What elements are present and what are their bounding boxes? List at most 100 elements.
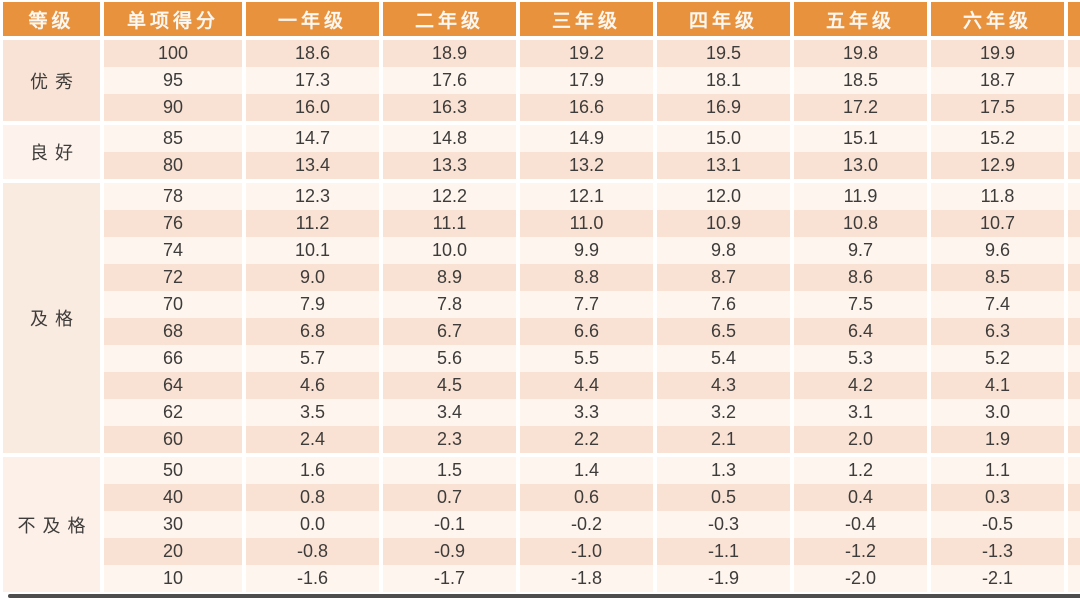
value-cell: 9.0 — [246, 264, 379, 291]
value-cell: 2.1 — [657, 426, 790, 453]
value-cell: 3.3 — [520, 399, 653, 426]
value-cell: 11.8 — [931, 183, 1064, 210]
grade-group-label: 优秀 — [3, 40, 100, 121]
grade-group-0: 优秀 100 18.6 18.9 19.2 19.5 19.8 19.9 95 17.3 17.6 1… — [3, 40, 1080, 121]
value-cell: 4.6 — [246, 372, 379, 399]
grade-group-label: 良好 — [3, 125, 100, 179]
grade-group-3: 不及格 50 1.6 1.5 1.4 1.3 1.2 1.1 40 0.8 0.7 0.6 0.5 0.4… — [3, 457, 1080, 592]
value-cell: 2.2 — [520, 426, 653, 453]
value-cell: -2.0 — [794, 565, 927, 592]
score-cell: 90 — [104, 94, 242, 121]
value-cell: 1.5 — [383, 457, 516, 484]
value-cell: -0.1 — [383, 511, 516, 538]
row-sliver — [1068, 183, 1080, 210]
score-cell: 95 — [104, 67, 242, 94]
column-header-g3: 三年级 — [520, 2, 653, 36]
value-cell: 14.9 — [520, 125, 653, 152]
row-sliver — [1068, 565, 1080, 592]
row-sliver — [1068, 345, 1080, 372]
value-cell: 12.2 — [383, 183, 516, 210]
row-sliver — [1068, 264, 1080, 291]
value-cell: 4.5 — [383, 372, 516, 399]
value-cell: 13.0 — [794, 152, 927, 179]
value-cell: 10.7 — [931, 210, 1064, 237]
value-cell: -0.8 — [246, 538, 379, 565]
value-cell: 8.5 — [931, 264, 1064, 291]
value-cell: -0.2 — [520, 511, 653, 538]
column-header-g4: 四年级 — [657, 2, 790, 36]
value-cell: -0.5 — [931, 511, 1064, 538]
column-header-g6: 六年级 — [931, 2, 1064, 36]
value-cell: -2.1 — [931, 565, 1064, 592]
value-cell: 18.5 — [794, 67, 927, 94]
score-cell: 60 — [104, 426, 242, 453]
score-cell: 85 — [104, 125, 242, 152]
value-cell: 16.6 — [520, 94, 653, 121]
value-cell: 1.2 — [794, 457, 927, 484]
value-cell: 1.9 — [931, 426, 1064, 453]
value-cell: 7.6 — [657, 291, 790, 318]
value-cell: 13.2 — [520, 152, 653, 179]
value-cell: 5.6 — [383, 345, 516, 372]
value-cell: 6.7 — [383, 318, 516, 345]
value-cell: -1.0 — [520, 538, 653, 565]
score-cell: 76 — [104, 210, 242, 237]
value-cell: -1.6 — [246, 565, 379, 592]
value-cell: 13.4 — [246, 152, 379, 179]
value-cell: 12.9 — [931, 152, 1064, 179]
value-cell: 5.3 — [794, 345, 927, 372]
value-cell: 0.5 — [657, 484, 790, 511]
value-cell: 6.5 — [657, 318, 790, 345]
column-header-grade: 等级 — [3, 2, 100, 36]
score-cell: 20 — [104, 538, 242, 565]
score-cell: 10 — [104, 565, 242, 592]
score-cell: 80 — [104, 152, 242, 179]
value-cell: 19.5 — [657, 40, 790, 67]
value-cell: 17.5 — [931, 94, 1064, 121]
row-sliver — [1068, 67, 1080, 94]
score-table: 等级 单项得分 一年级 二年级 三年级 四年级 五年级 六年级 优秀 100 18.6 18.9 19.… — [3, 2, 1080, 596]
value-cell: 5.7 — [246, 345, 379, 372]
value-cell: 10.9 — [657, 210, 790, 237]
value-cell: 2.0 — [794, 426, 927, 453]
value-cell: 19.9 — [931, 40, 1064, 67]
value-cell: -1.3 — [931, 538, 1064, 565]
column-header-score: 单项得分 — [104, 2, 242, 36]
grade-group-label: 不及格 — [3, 457, 100, 592]
value-cell: 11.2 — [246, 210, 379, 237]
value-cell: 3.1 — [794, 399, 927, 426]
row-sliver — [1068, 372, 1080, 399]
value-cell: -0.4 — [794, 511, 927, 538]
score-cell: 62 — [104, 399, 242, 426]
value-cell: 4.3 — [657, 372, 790, 399]
row-sliver — [1068, 40, 1080, 67]
value-cell: 1.6 — [246, 457, 379, 484]
value-cell: 18.1 — [657, 67, 790, 94]
value-cell: 4.4 — [520, 372, 653, 399]
value-cell: 18.6 — [246, 40, 379, 67]
score-cell: 70 — [104, 291, 242, 318]
row-sliver — [1068, 125, 1080, 152]
value-cell: 11.1 — [383, 210, 516, 237]
value-cell: 11.0 — [520, 210, 653, 237]
row-sliver — [1068, 291, 1080, 318]
value-cell: 0.6 — [520, 484, 653, 511]
value-cell: 17.6 — [383, 67, 516, 94]
value-cell: 1.3 — [657, 457, 790, 484]
value-cell: 14.8 — [383, 125, 516, 152]
value-cell: 18.9 — [383, 40, 516, 67]
value-cell: 15.1 — [794, 125, 927, 152]
value-cell: -0.9 — [383, 538, 516, 565]
value-cell: 3.2 — [657, 399, 790, 426]
column-header-g1: 一年级 — [246, 2, 379, 36]
value-cell: 12.3 — [246, 183, 379, 210]
value-cell: 0.7 — [383, 484, 516, 511]
bottom-edge-shadow — [8, 594, 1080, 598]
row-sliver — [1068, 426, 1080, 453]
score-cell: 50 — [104, 457, 242, 484]
value-cell: 2.4 — [246, 426, 379, 453]
column-header-g5: 五年级 — [794, 2, 927, 36]
value-cell: 16.3 — [383, 94, 516, 121]
value-cell: 7.5 — [794, 291, 927, 318]
